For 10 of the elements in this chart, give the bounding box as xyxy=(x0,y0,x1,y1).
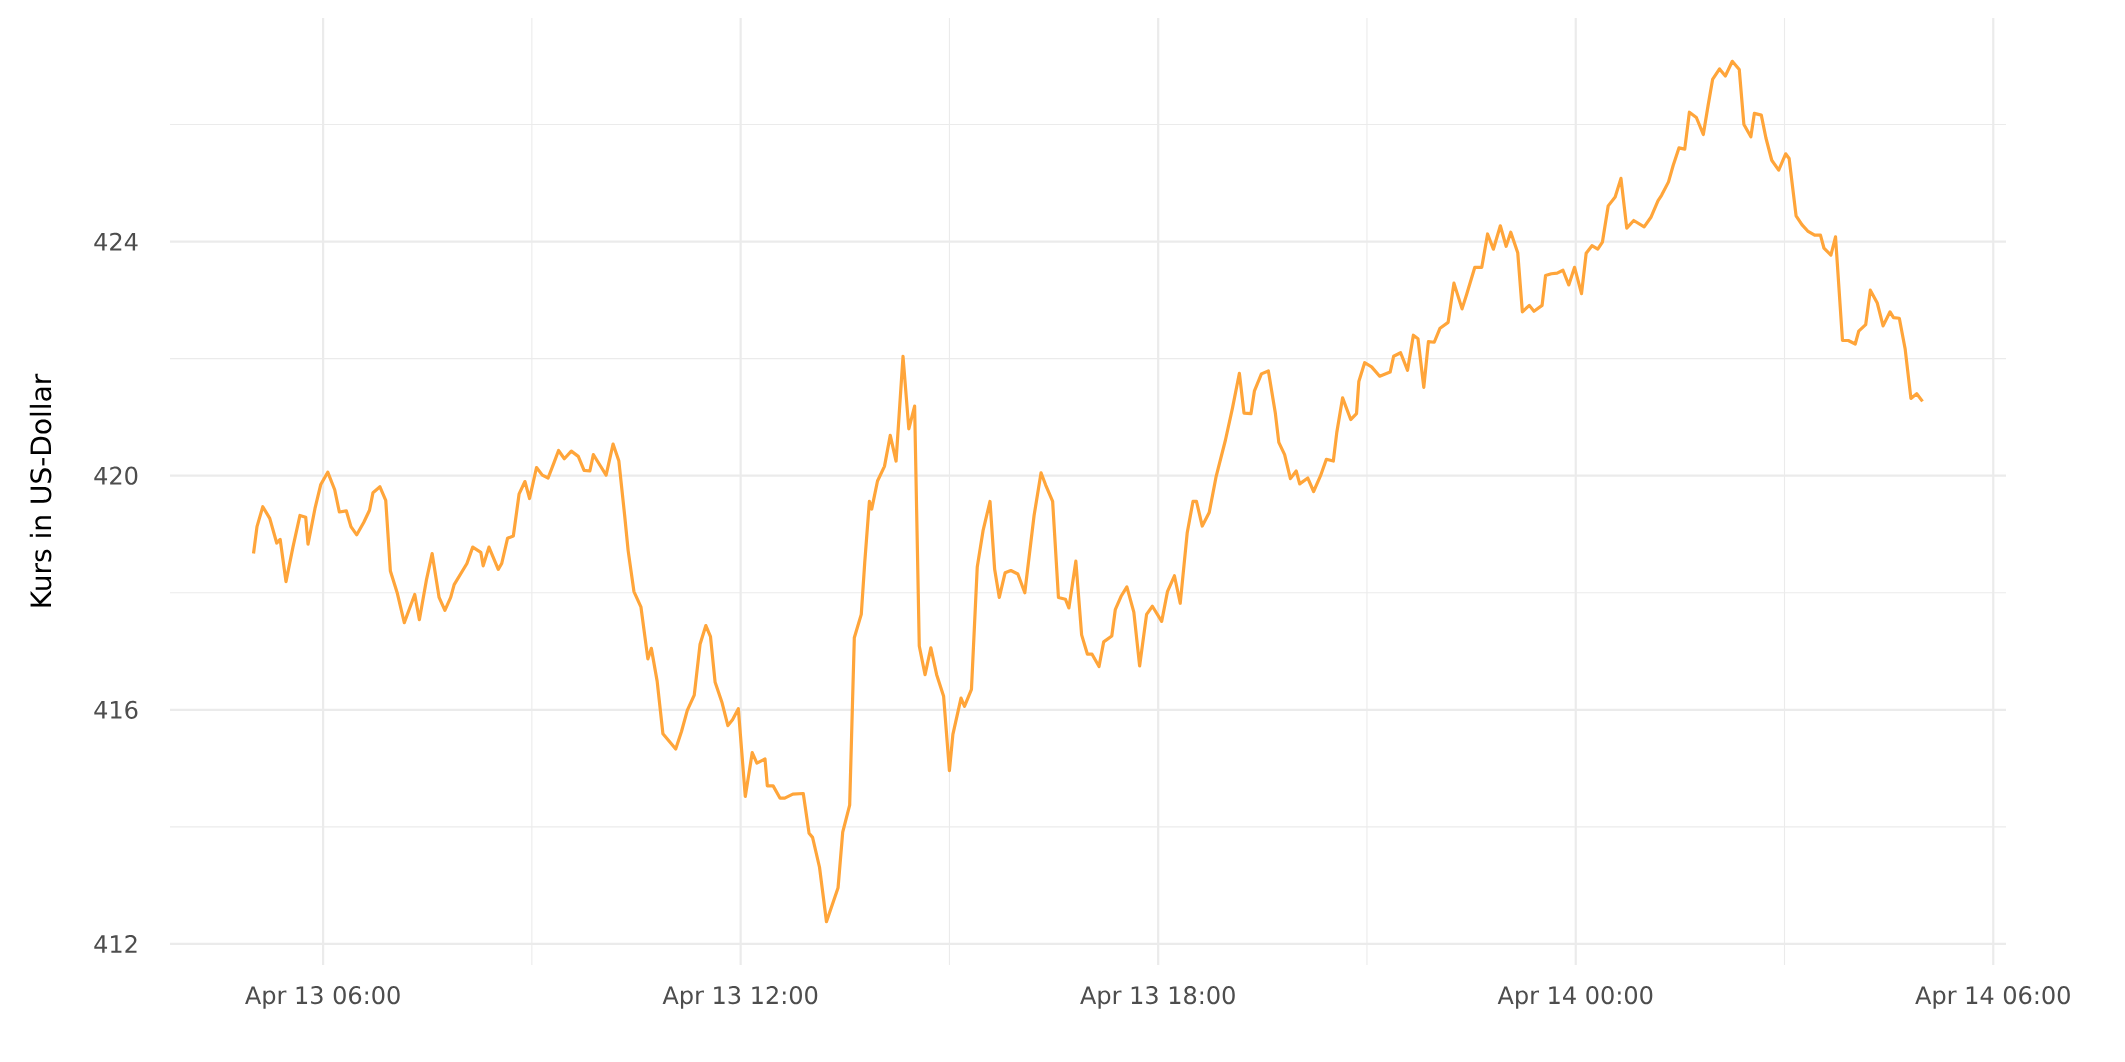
y-tick-label: 424 xyxy=(94,232,138,251)
x-tick-label: Apr 13 18:00 xyxy=(1080,986,1235,1009)
y-tick-label: 416 xyxy=(94,700,138,719)
x-tick-label: Apr 14 00:00 xyxy=(1497,986,1653,1009)
y-tick-label: 412 xyxy=(94,935,137,953)
x-tick-label: Apr 14 06:00 xyxy=(1915,986,2070,1009)
y-tick-label: 420 xyxy=(94,466,138,485)
x-tick-label: Apr 13 12:00 xyxy=(662,986,818,1009)
x-tick-label: Apr 13 06:00 xyxy=(245,986,400,1009)
y-axis-title: Kurs in US-Dollar xyxy=(29,373,52,607)
